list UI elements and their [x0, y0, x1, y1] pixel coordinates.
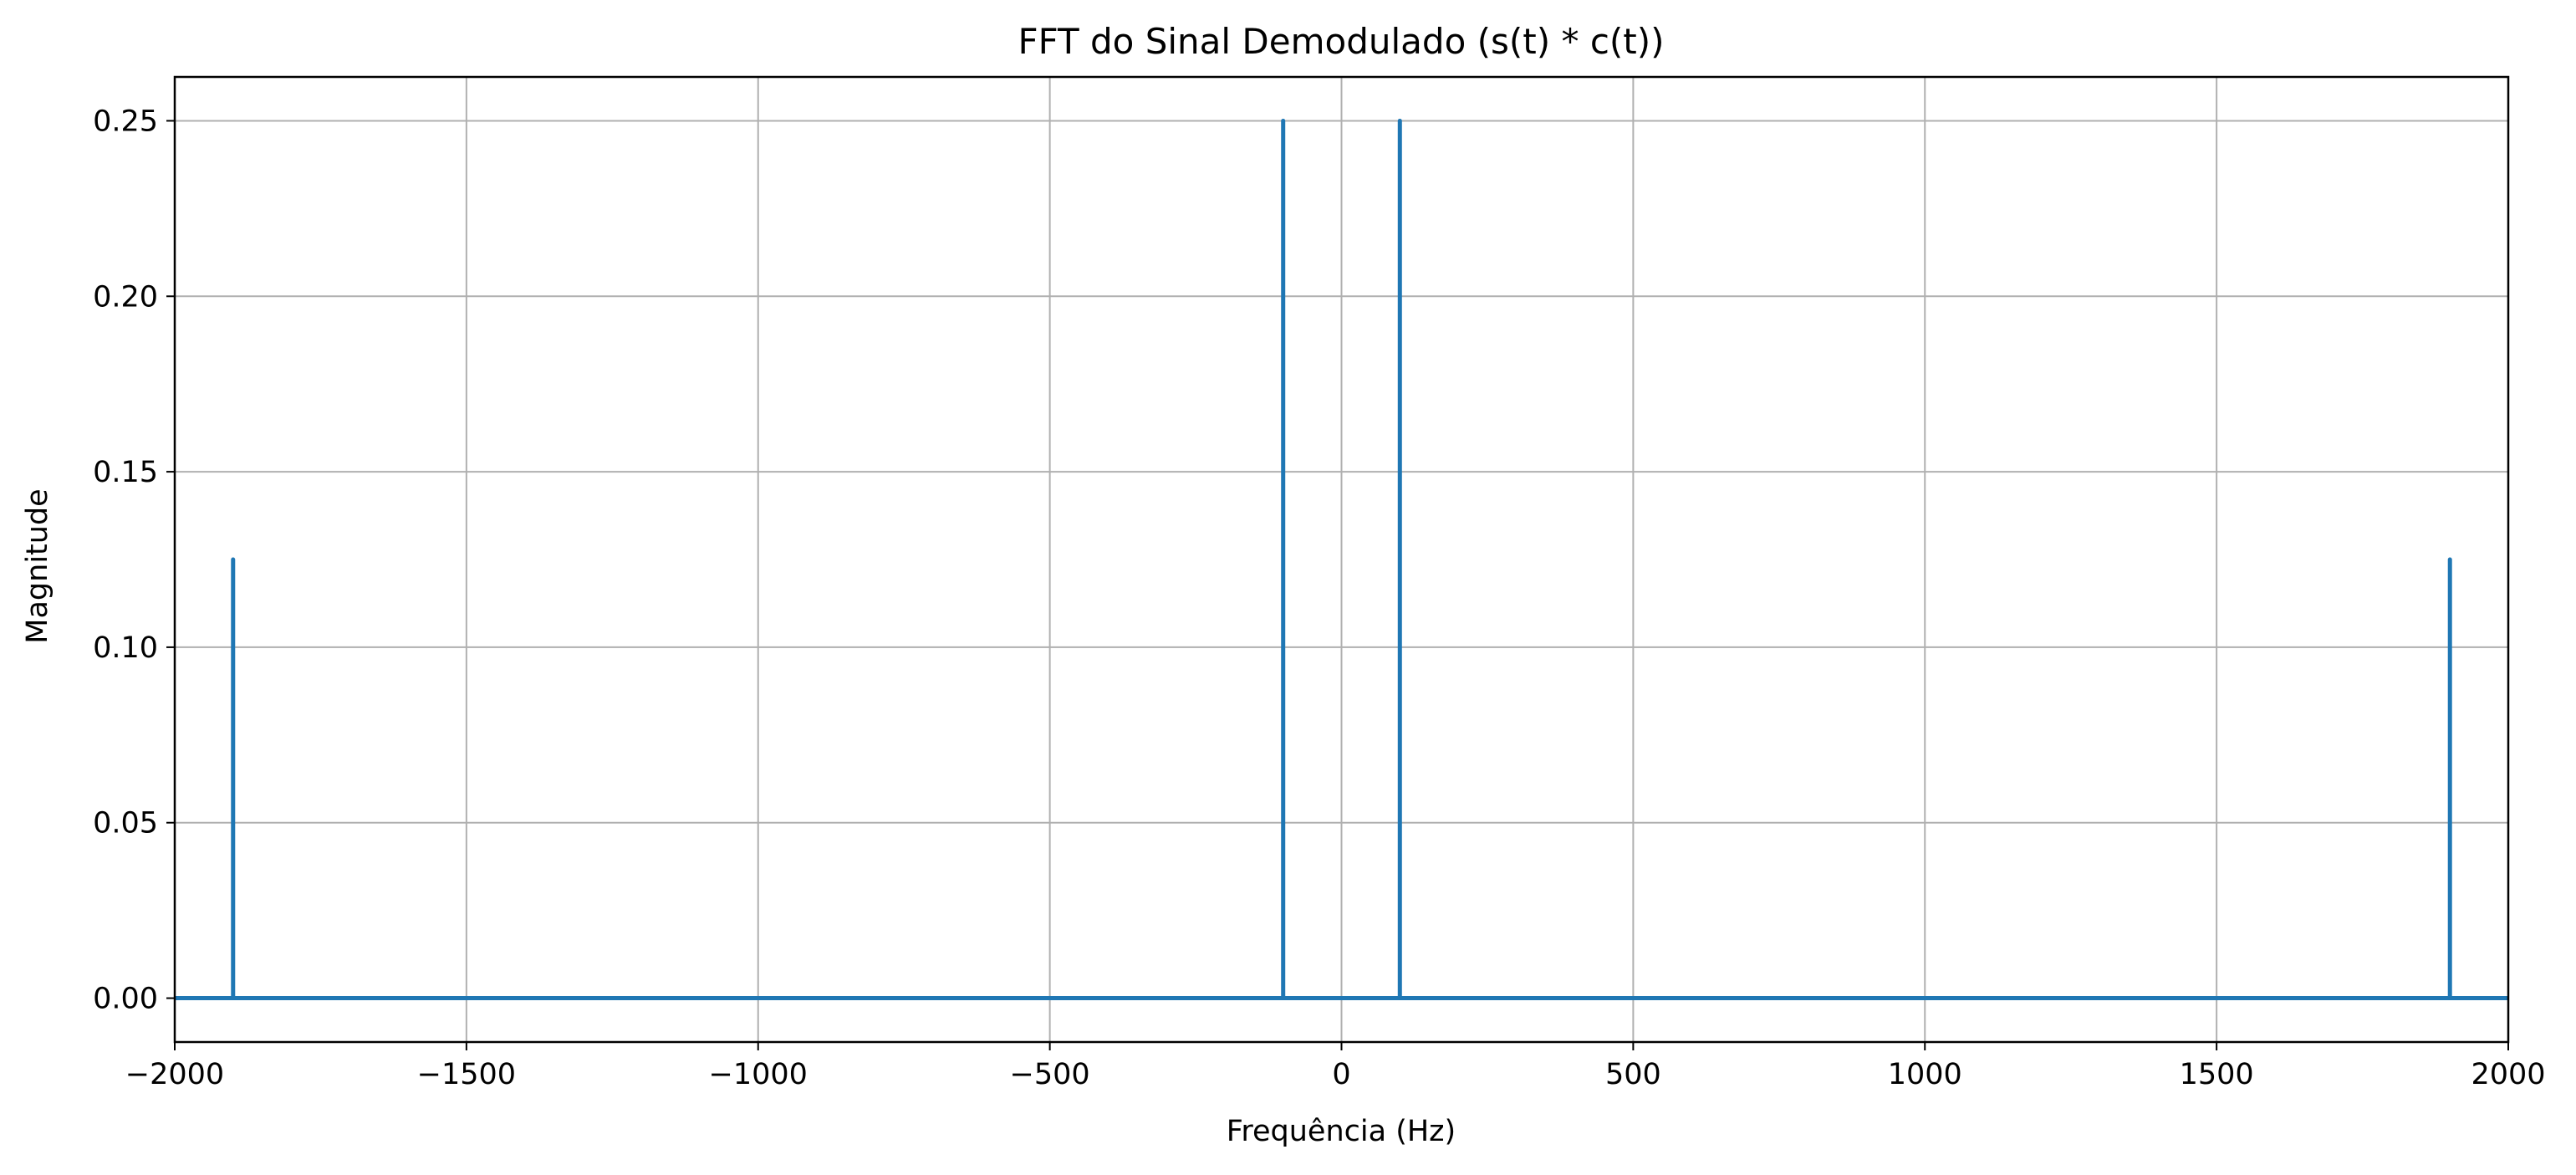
chart-title: FFT do Sinal Demodulado (s(t) * c(t)): [1018, 21, 1664, 62]
x-tick-label: −500: [1010, 1058, 1090, 1091]
y-axis-label: Magnitude: [21, 488, 54, 643]
x-tick-label: −1000: [709, 1058, 808, 1091]
axis-ticks: −2000 −1500 −1000 −500 0 500 1000 1500 2000 0.00 0…: [93, 105, 2545, 1091]
x-tick-label: −2000: [125, 1058, 224, 1091]
y-tick-label: 0.00: [93, 983, 158, 1016]
x-tick-label: 1500: [2180, 1058, 2254, 1091]
x-tick-label: −1500: [417, 1058, 516, 1091]
x-tick-label: 2000: [2471, 1058, 2545, 1091]
y-tick-label: 0.15: [93, 456, 158, 489]
y-tick-label: 0.20: [93, 280, 158, 314]
y-tick-label: 0.25: [93, 105, 158, 138]
x-tick-label: 1000: [1888, 1058, 1962, 1091]
x-tick-label: 0: [1332, 1058, 1350, 1091]
series-line: [175, 118, 2508, 1001]
y-tick-label: 0.10: [93, 631, 158, 665]
x-tick-label: 500: [1605, 1058, 1661, 1091]
plot-series: [175, 118, 2508, 1001]
y-tick-label: 0.05: [93, 807, 158, 840]
x-axis-label: Frequência (Hz): [1227, 1115, 1456, 1148]
